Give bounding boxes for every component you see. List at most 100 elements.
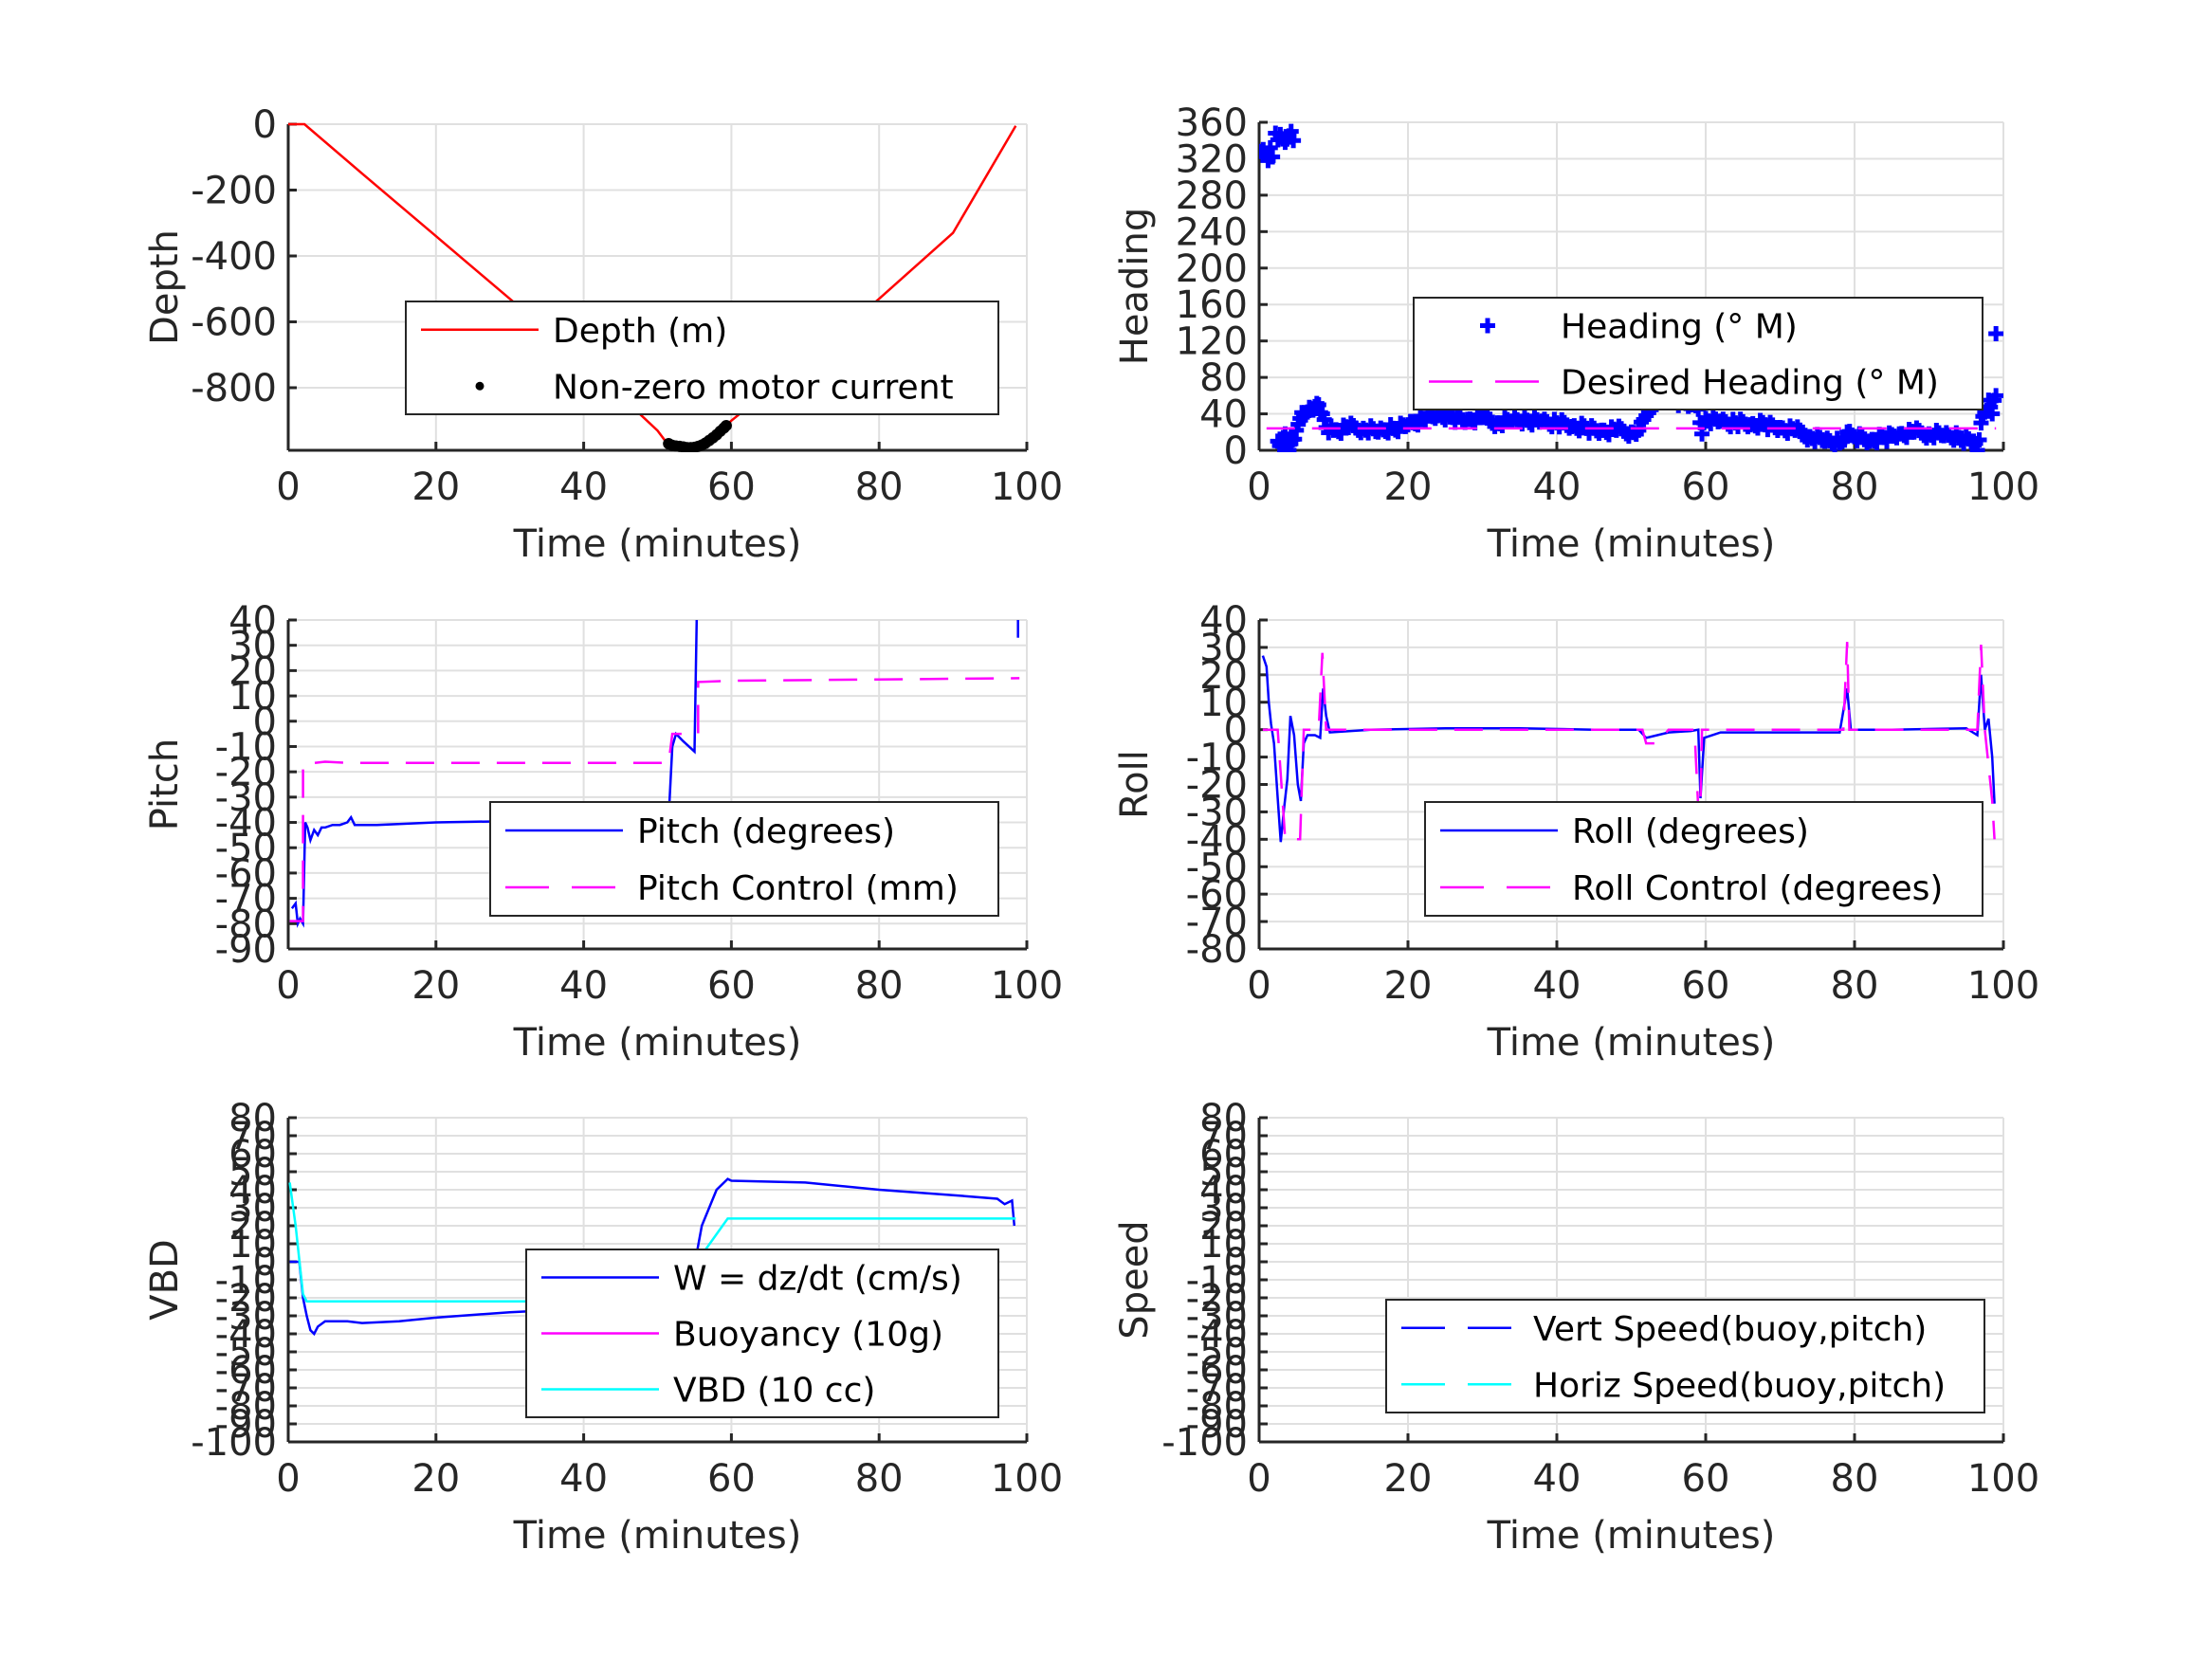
roll-series-line xyxy=(1262,642,1996,841)
y-tick-label: -20 xyxy=(1186,764,1248,808)
x-tick-label: 100 xyxy=(1967,1457,2039,1501)
y-tick-label: 20 xyxy=(1199,1205,1248,1249)
heading-data-point xyxy=(1265,149,1281,165)
depth-axes: 0 20 40 60 80 100 0 -200 -400 -600 -800 Time (minut… xyxy=(143,103,1063,566)
y-axis-label: Depth xyxy=(143,229,187,345)
y-tick-label: 80 xyxy=(1199,356,1248,400)
legend-entry-label: Buoyancy (10g) xyxy=(673,1316,943,1355)
y-tick-label: 30 xyxy=(229,625,277,668)
y-tick-label: -60 xyxy=(1186,873,1248,917)
y-tick-label: -50 xyxy=(215,1331,277,1375)
x-tick-label: 20 xyxy=(1384,465,1433,509)
y-tick-label: 10 xyxy=(1199,1223,1248,1267)
speed-legend: Vert Speed(buoy,pitch) Horiz Speed(buoy,p… xyxy=(1385,1299,1985,1413)
pitch-axes: 0 20 40 60 80 100403020100-10-20-30-40-50-60-… xyxy=(143,599,1063,1065)
y-tick-label: -400 xyxy=(191,235,277,279)
x-axis-label: Time (minutes) xyxy=(513,522,802,566)
y-tick-label: -80 xyxy=(1186,1385,1248,1429)
x-tick-label: 20 xyxy=(411,964,460,1008)
x-tick-label: 100 xyxy=(991,1457,1063,1501)
pitch-series-line xyxy=(289,677,1020,922)
pitch-plot-area xyxy=(289,619,1020,928)
y-tick-label: -40 xyxy=(215,802,277,846)
legend-entry-label: W = dz/dt (cm/s) xyxy=(673,1260,962,1299)
x-tick-label: 60 xyxy=(707,1457,756,1501)
y-tick-label: -50 xyxy=(215,827,277,870)
y-tick-label: 10 xyxy=(1199,682,1248,725)
x-tick-label: 100 xyxy=(1967,964,2039,1008)
legend-marker-dot xyxy=(475,381,484,391)
heading-axes: 0 20 40 60 80 10004080120160200240280320360Ti… xyxy=(1113,101,2039,566)
x-tick-label: 40 xyxy=(1533,1457,1581,1501)
legend-entry-label: Desired Heading (° M) xyxy=(1561,364,1939,403)
vbd-series-line xyxy=(288,1182,1016,1304)
y-tick-label: -70 xyxy=(215,878,277,921)
y-tick-label: 20 xyxy=(1199,654,1248,698)
legend-entry-label: Vert Speed(buoy,pitch) xyxy=(1533,1310,1927,1349)
y-tick-label: 0 xyxy=(253,1241,277,1285)
y-tick-label: 30 xyxy=(1199,1187,1248,1231)
y-tick-label: -60 xyxy=(1186,1349,1248,1393)
heading-data-point xyxy=(1631,422,1647,438)
y-tick-label: 80 xyxy=(229,1097,277,1140)
legend-marker-plus xyxy=(1480,318,1495,334)
y-tick-label: -70 xyxy=(1186,901,1248,944)
y-tick-label: -60 xyxy=(215,1349,277,1393)
x-axis-label: Time (minutes) xyxy=(513,1514,802,1558)
heading-plot-area xyxy=(1259,123,2003,452)
x-tick-label: 0 xyxy=(1247,1457,1271,1501)
legend-entry-label: Pitch (degrees) xyxy=(637,812,895,851)
x-tick-label: 80 xyxy=(855,1457,904,1501)
y-tick-label: -600 xyxy=(191,301,277,344)
x-tick-label: 0 xyxy=(276,964,300,1008)
y-axis-label: Roll xyxy=(1113,750,1157,819)
x-axis-label: Time (minutes) xyxy=(1487,1021,1776,1065)
y-tick-label: -10 xyxy=(215,725,277,769)
y-tick-label: 50 xyxy=(1199,1151,1248,1194)
y-tick-label: 0 xyxy=(253,103,277,147)
y-tick-label: 20 xyxy=(229,649,277,693)
vbd-legend: W = dz/dt (cm/s) Buoyancy (10g) VBD (10 cc… xyxy=(525,1249,999,1418)
y-tick-label: 40 xyxy=(1199,599,1248,643)
y-tick-label: 30 xyxy=(229,1187,277,1231)
x-tick-label: 80 xyxy=(1831,964,1879,1008)
x-tick-label: 40 xyxy=(559,1457,608,1501)
legend-entry-label: Horiz Speed(buoy,pitch) xyxy=(1533,1366,1946,1405)
x-tick-label: 80 xyxy=(855,964,904,1008)
y-tick-label: 10 xyxy=(229,1223,277,1267)
x-tick-label: 100 xyxy=(991,465,1063,509)
x-tick-label: 0 xyxy=(276,465,300,509)
y-tick-label: 60 xyxy=(1199,1133,1248,1176)
x-tick-label: 100 xyxy=(991,964,1063,1008)
y-tick-label: 40 xyxy=(1199,1169,1248,1212)
x-tick-label: 60 xyxy=(1682,465,1730,509)
heading-data-point xyxy=(1971,432,1987,448)
y-tick-label: -10 xyxy=(1186,737,1248,780)
x-axis-label: Time (minutes) xyxy=(1487,1514,1776,1558)
roll-plot-area xyxy=(1261,642,1996,843)
roll-legend: Roll (degrees) Roll Control (degrees) xyxy=(1424,801,1983,917)
y-tick-label: -30 xyxy=(1186,791,1248,834)
y-tick-label: 40 xyxy=(1199,393,1248,437)
legend-entry-label: Heading (° M) xyxy=(1561,308,1798,347)
y-tick-label: 280 xyxy=(1176,174,1248,218)
y-tick-label: -20 xyxy=(215,751,277,794)
y-tick-label: -80 xyxy=(215,1385,277,1429)
y-tick-label: 40 xyxy=(229,599,277,643)
y-tick-label: 0 xyxy=(1224,429,1248,473)
x-tick-label: 80 xyxy=(1831,465,1879,509)
x-tick-label: 40 xyxy=(559,465,608,509)
x-tick-label: 40 xyxy=(1533,964,1581,1008)
x-tick-label: 0 xyxy=(1247,964,1271,1008)
legend-box xyxy=(1424,801,1983,917)
x-tick-label: 20 xyxy=(411,1457,460,1501)
y-tick-label: 360 xyxy=(1176,101,1248,145)
y-axis-label: Speed xyxy=(1113,1220,1157,1339)
x-tick-label: 20 xyxy=(1384,964,1433,1008)
y-tick-label: 50 xyxy=(229,1151,277,1194)
y-tick-label: -10 xyxy=(1186,1259,1248,1303)
legend-box xyxy=(1413,297,1983,410)
x-tick-label: 60 xyxy=(707,465,756,509)
y-tick-label: -20 xyxy=(1186,1277,1248,1321)
y-tick-label: -40 xyxy=(215,1313,277,1357)
